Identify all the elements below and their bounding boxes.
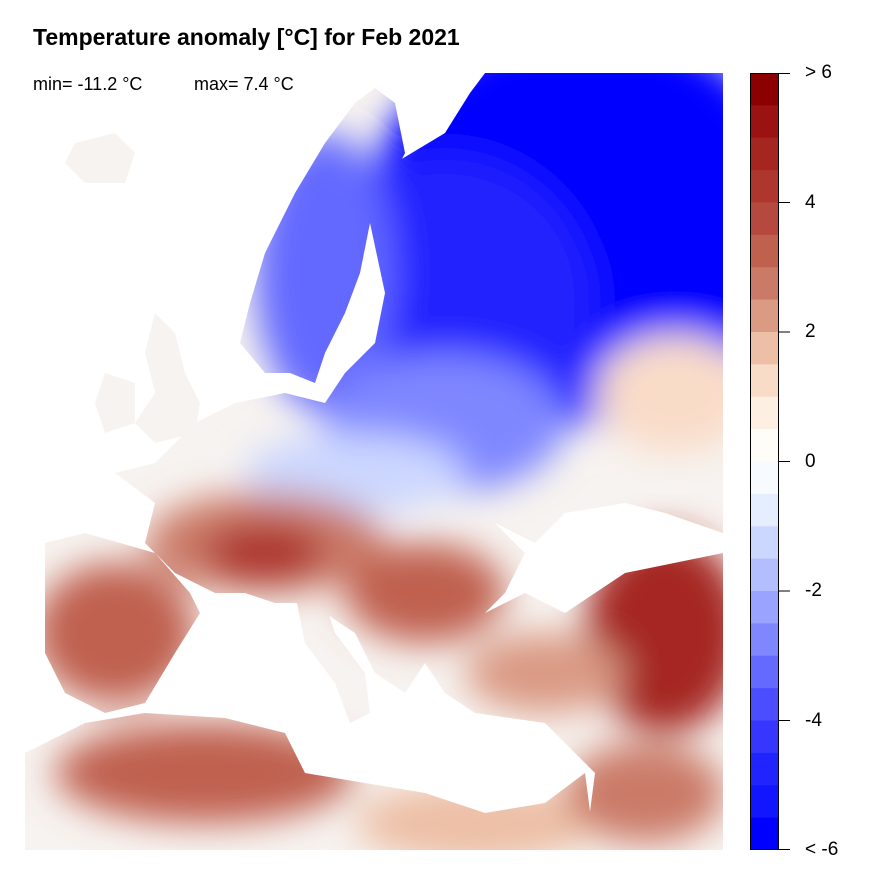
colorbar-bin — [750, 688, 779, 721]
colorbar-bin — [750, 73, 779, 106]
colorbar-bin — [750, 785, 779, 819]
colorbar-bin — [750, 234, 779, 268]
colorbar-bin — [750, 558, 779, 592]
colorbar-bin — [750, 817, 779, 850]
colorbar-bin — [750, 752, 779, 786]
max-value: max= 7.4 °C — [194, 74, 294, 94]
colorbar-bin — [750, 720, 779, 754]
colorbar-bin — [750, 267, 779, 301]
colorbar-tick-label: < -6 — [805, 839, 839, 860]
colorbar-bin — [750, 299, 779, 333]
colorbar-bin — [750, 137, 779, 171]
colorbar-bin — [750, 493, 779, 527]
colorbar-bin — [750, 396, 779, 430]
colorbar-bin — [750, 105, 779, 139]
anomaly-map — [25, 73, 723, 850]
colorbar-bin — [750, 364, 779, 398]
map-title: Temperature anomaly [°C] for Feb 2021 — [33, 24, 460, 50]
colorbar-ticks — [778, 73, 790, 850]
colorbar-tick-label: > 6 — [805, 62, 832, 83]
colorbar-bin — [750, 591, 779, 624]
colorbar-bin — [750, 202, 779, 236]
colorbar — [750, 73, 779, 850]
colorbar-tick-label: 4 — [805, 191, 816, 213]
colorbar-bin — [750, 655, 779, 689]
colorbar-bin — [750, 461, 779, 495]
colorbar-tick-label: 2 — [805, 321, 816, 342]
min-value: min= -11.2 °C — [33, 74, 143, 94]
colorbar-bin — [750, 429, 779, 462]
colorbar-bin — [750, 332, 779, 365]
colorbar-bin — [750, 623, 779, 657]
colorbar-tick-label: 0 — [805, 450, 816, 472]
colorbar-bin — [750, 526, 779, 560]
colorbar-tick-label: -4 — [805, 709, 822, 731]
colorbar-bin — [750, 170, 779, 203]
colorbar-tick-label: -2 — [805, 580, 822, 601]
